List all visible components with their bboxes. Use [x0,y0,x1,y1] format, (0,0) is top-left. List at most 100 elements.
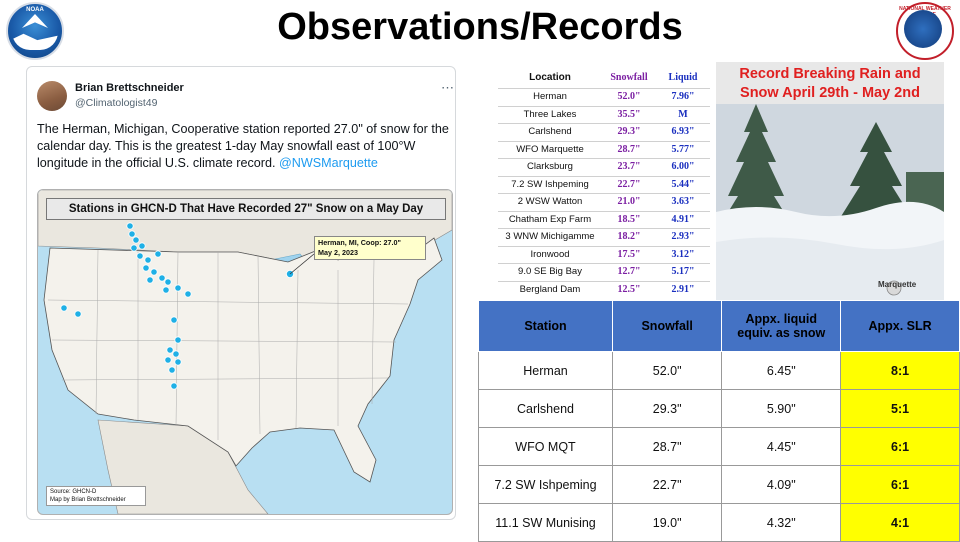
map-callout-line2: May 2, 2023 [318,248,358,257]
records-cell-liquid: 7.96" [671,91,695,102]
slr-row: WFO MQT 28.7" 4.45" 6:1 [477,427,960,466]
records-cell-snowfall: 12.5" [617,283,641,295]
station-point [132,236,140,244]
slr-cell-snowfall: 29.3" [612,389,723,428]
station-point [166,346,174,354]
records-cell-snowfall: 22.7" [617,178,641,190]
records-row: 7.2 SW Ishpeming 22.7" 5.44" [498,175,710,194]
records-cell-liquid: M [678,108,688,120]
station-point [184,290,192,298]
station-point [162,286,170,294]
station-point [164,278,172,286]
records-header-location: Location [529,72,571,83]
slr-cell-ratio: 5:1 [840,389,960,428]
slr-row: 11.1 SW Munising 19.0" 4.32" 4:1 [477,503,960,542]
photo-watermark: Marquette [878,280,917,289]
noaa-wave-icon [12,33,58,50]
station-point [174,358,182,366]
snow-photo [716,104,944,300]
noaa-logo-text: NOAA [26,7,44,13]
records-cell-location: Carlshend [528,126,572,137]
slr-cell-station: WFO MQT [477,427,614,466]
records-cell-location: Chatham Exp Farm [508,213,592,225]
tweet-card: Brian Brettschneider @Climatologist49 ⋯ … [26,66,456,520]
slr-table: Station Snowfall Appx. liquid equiv. as … [477,300,960,542]
station-point [136,252,144,260]
records-cell-location: Herman [533,91,567,102]
records-row: Three Lakes 35.5" M [498,105,710,124]
station-point [164,356,172,364]
slr-cell-snowfall: 19.0" [612,503,723,542]
records-cell-location: Ironwood [530,248,570,260]
records-cell-liquid: 5.77" [671,143,695,155]
station-point [60,304,68,312]
slr-row: Carlshend 29.3" 5.90" 5:1 [477,389,960,428]
records-cell-snowfall: 12.7" [617,266,641,277]
tweet-author-handle[interactable]: @Climatologist49 [75,97,158,109]
snow-station-map[interactable]: Stations in GHCN-D That Have Recorded 27… [37,189,453,515]
station-point [138,242,146,250]
map-callout: Herman, MI, Coop: 27.0" May 2, 2023 [314,236,426,260]
station-point [130,244,138,252]
records-cell-location: 2 WSW Watton [517,196,583,207]
station-point [154,250,162,258]
records-header-liquid: Liquid [668,72,698,83]
station-point [158,274,166,282]
records-cell-location: Three Lakes [523,108,577,120]
slr-cell-liquid: 4.09" [721,465,842,504]
station-point [144,256,152,264]
map-source-line1: Source: GHCN-D [50,489,97,495]
records-row: Bergland Dam 12.5" 2.91" [498,280,710,299]
records-row: WFO Marquette 28.7" 5.77" [498,140,710,159]
records-row: Herman 52.0" 7.96" [498,88,710,106]
station-point [146,276,154,284]
avatar[interactable] [37,81,67,111]
records-cell-location: WFO Marquette [516,143,584,155]
slr-cell-liquid: 5.90" [721,389,842,428]
more-options-icon[interactable]: ⋯ [441,80,454,95]
records-cell-location: 3 WNW Michigamme [505,231,595,242]
records-cell-snowfall: 28.7" [617,143,641,155]
slr-cell-station: Carlshend [477,389,614,428]
slr-header-snowfall: Snowfall [612,300,723,352]
station-point [172,350,180,358]
records-row: 3 WNW Michigamme 18.2" 2.93" [498,228,710,246]
slr-row: Herman 52.0" 6.45" 8:1 [477,351,960,390]
records-cell-liquid: 2.91" [671,283,695,295]
state-lines [47,249,409,440]
slr-cell-snowfall: 52.0" [612,351,723,390]
slr-header-ratio: Appx. SLR [840,300,960,352]
snow-photo-panel: Record Breaking Rain and Snow April 29th… [716,62,944,300]
records-table: Location Snowfall Liquid Herman 52.0" 7.96… [498,66,710,302]
records-cell-liquid: 6.93" [671,126,695,137]
slr-cell-station: Herman [477,351,614,390]
records-cell-liquid: 3.12" [671,248,695,260]
slr-cell-liquid: 6.45" [721,351,842,390]
slr-header-liquid: Appx. liquid equiv. as snow [721,300,842,352]
records-row: Ironwood 17.5" 3.12" [498,245,710,264]
records-cell-location: Bergland Dam [519,283,581,295]
records-cell-snowfall: 29.3" [617,126,641,137]
records-header-snowfall: Snowfall [610,72,648,83]
map-callout-line1: Herman, MI, Coop: 27.0" [318,238,401,247]
records-cell-location: 7.2 SW Ishpeming [511,178,589,190]
records-cell-liquid: 4.91" [671,213,695,225]
station-point [174,284,182,292]
map-source-line2: Map by Brian Brettschneider [50,497,126,503]
map-title: Stations in GHCN-D That Have Recorded 27… [46,198,446,220]
tweet-body: The Herman, Michigan, Cooperative statio… [37,122,449,170]
records-cell-liquid: 6.00" [671,161,695,172]
slr-row: 7.2 SW Ishpeming 22.7" 4.09" 6:1 [477,465,960,504]
slr-cell-station: 11.1 SW Munising [477,503,614,542]
records-cell-location: 9.0 SE Big Bay [518,266,582,277]
mention-link[interactable]: @NWSMarquette [278,156,378,170]
slr-cell-snowfall: 22.7" [612,465,723,504]
records-cell-liquid: 5.44" [671,178,695,190]
station-point [174,336,182,344]
station-point [150,268,158,276]
records-cell-snowfall: 35.5" [617,108,641,120]
records-row: 2 WSW Watton 21.0" 3.63" [498,193,710,211]
tweet-author-name[interactable]: Brian Brettschneider [75,82,184,94]
records-row: Chatham Exp Farm 18.5" 4.91" [498,210,710,229]
station-point [168,366,176,374]
